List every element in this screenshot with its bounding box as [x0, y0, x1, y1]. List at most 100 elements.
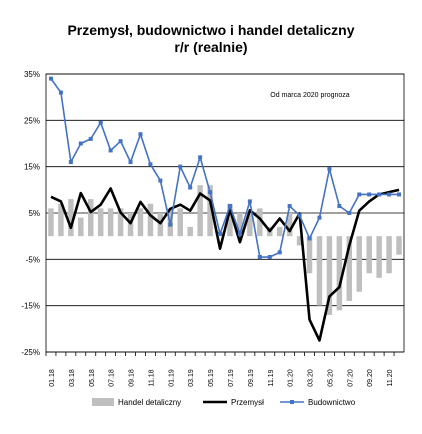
handel-bar [316, 236, 323, 306]
budownictwo-point [337, 204, 342, 209]
y-tick-label: 15% [24, 163, 40, 172]
chart-title: Przemysł, budownictwo i handel detaliczn… [67, 22, 355, 38]
x-tick-label: 01.20 [288, 369, 295, 387]
x-tick-label: 09.20 [367, 369, 374, 387]
handel-bar [187, 226, 193, 237]
x-tick-label: 01.18 [49, 369, 56, 387]
handel-bar [88, 199, 94, 237]
handel-bar [78, 217, 84, 237]
y-tick-label: 5% [28, 209, 40, 218]
handel-bar [386, 236, 392, 274]
budownictwo-point [78, 141, 83, 146]
handel-bar [296, 236, 303, 246]
handel-bar [107, 208, 114, 237]
x-tick-label: 07.18 [109, 369, 116, 387]
handel-bar [147, 203, 154, 237]
budownictwo-point [237, 231, 242, 236]
handel-bar [336, 236, 343, 311]
x-tick-label: 11.20 [387, 369, 394, 386]
budownictwo-point [148, 162, 153, 167]
forecast-annotation: Od marca 2020 prognoza [270, 92, 349, 99]
budownictwo-point [227, 204, 232, 209]
budownictwo-point [367, 192, 372, 197]
handel-bar [157, 213, 164, 237]
y-tick-label: -5% [26, 255, 40, 264]
budownictwo-point [128, 160, 133, 165]
budownictwo-point [327, 166, 332, 171]
budownictwo-point [68, 160, 73, 165]
budownictwo-point [277, 250, 282, 255]
handel-bar [137, 208, 144, 237]
budownictwo-point [387, 192, 392, 197]
budownictwo-point [198, 155, 203, 160]
handel-bar [48, 208, 54, 237]
budownictwo-point [98, 120, 103, 125]
budownictwo-point [297, 213, 302, 218]
budownictwo-point [48, 76, 53, 81]
x-tick-label: 09.18 [129, 369, 136, 387]
legend-label-budownictwo: Budownictwo [308, 398, 356, 407]
budownictwo-point [257, 255, 262, 260]
budownictwo-point [287, 204, 292, 209]
x-tick-label: 03.19 [188, 369, 195, 387]
x-tick-label: 03.20 [308, 369, 315, 387]
y-tick-label: 35% [24, 70, 40, 79]
handel-bar [68, 199, 74, 237]
budownictwo-point [347, 211, 352, 215]
budownictwo-point [247, 199, 252, 204]
legend-marker-budownictwo [290, 400, 294, 404]
handel-bar [276, 226, 283, 237]
x-tick-label: 05.19 [208, 369, 215, 387]
budownictwo-point [108, 148, 113, 153]
x-tick-label: 05.18 [89, 369, 96, 387]
handel-bar [237, 213, 243, 237]
chart-subtitle: r/r (realnie) [174, 39, 248, 55]
budownictwo-point [188, 185, 193, 190]
handel-bar [58, 203, 64, 237]
handel-bar [306, 236, 313, 274]
x-tick-label: 09.19 [248, 369, 255, 387]
handel-bar [376, 236, 382, 278]
legend-swatch-handel [92, 398, 114, 406]
budownictwo-point [377, 192, 382, 197]
budownictwo-point [317, 215, 322, 220]
handel-bar [356, 236, 362, 292]
legend: Handel detaliczny Przemysł Budownictwo [92, 398, 356, 407]
budownictwo-point [168, 222, 173, 227]
y-tick-label: 25% [24, 116, 40, 125]
budownictwo-point [88, 136, 93, 141]
handel-bar [207, 185, 213, 237]
handel-bar [286, 213, 293, 237]
budownictwo-point [307, 236, 312, 241]
legend-label-handel: Handel detaliczny [118, 398, 181, 407]
budownictwo-point [397, 192, 402, 197]
handel-bar [346, 236, 353, 302]
x-tick-label: 07.19 [228, 369, 235, 387]
przemysl-line [50, 187, 400, 342]
budownictwo-point [178, 164, 183, 169]
x-tick-label: 11.18 [148, 369, 155, 386]
budownictwo-point [357, 192, 362, 197]
handel-bars [48, 185, 402, 315]
budownictwo-point [208, 190, 213, 195]
handel-bar [117, 208, 124, 237]
x-tick-label: 07.20 [347, 369, 354, 387]
budownictwo-point [58, 90, 63, 95]
handel-bar [127, 213, 134, 237]
series-lines [48, 76, 402, 342]
budownictwo-point [218, 231, 223, 236]
handel-bar [366, 236, 372, 274]
legend-label-przemysl: Przemysł [231, 398, 264, 407]
handel-bar [177, 208, 183, 237]
handel-bar [247, 213, 253, 237]
y-tick-label: -25% [21, 348, 40, 357]
budownictwo-point [158, 178, 163, 183]
handel-bar [97, 208, 104, 237]
x-tick-label: 05.20 [327, 369, 334, 387]
budownictwo-point [118, 139, 123, 144]
x-tick-label: 03.18 [69, 369, 76, 387]
axes: 35% 25% 15% 5% -5% -15% -25% 01.18 03.18 05.18 07.… [21, 70, 405, 387]
handel-bar [396, 236, 402, 255]
